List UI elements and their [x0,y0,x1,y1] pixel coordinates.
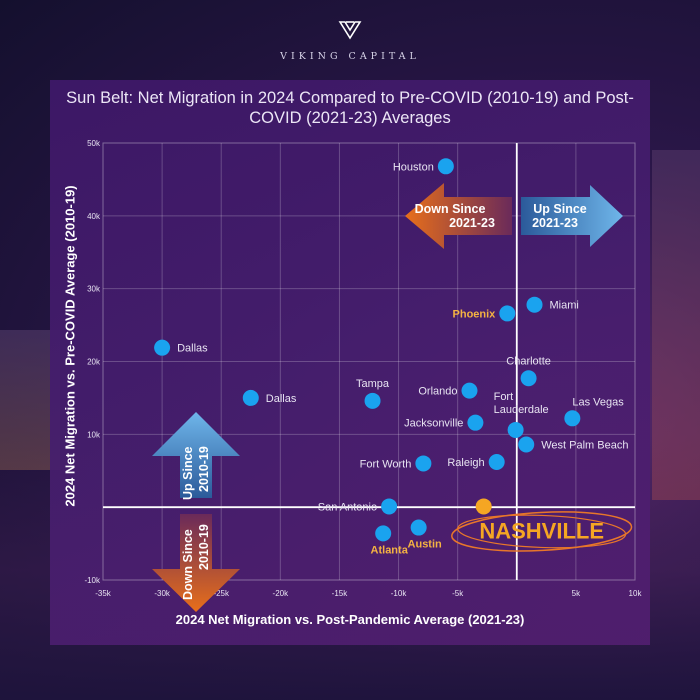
point-label: Tampa [356,378,390,390]
point-label: Orlando [418,386,457,398]
point-label: Houston [393,161,434,173]
point-label: Charlotte [506,355,551,367]
chart-title: Sun Belt: Net Migration in 2024 Compared… [66,89,634,127]
arrow-label: 2010-19 [197,524,211,570]
data-point [437,158,454,175]
point-label: Dallas [266,393,297,405]
y-tick-label: 30k [87,285,101,294]
x-tick-label: -30k [154,589,171,598]
data-point [461,382,478,399]
point-label: Miami [550,300,579,312]
plot-frame [102,142,636,581]
x-tick-label: -10k [391,589,408,598]
arrow-down-since-2021-23 [405,183,512,249]
arrow-label: Down Since [415,202,486,216]
arrow-label: Up Since [181,446,195,500]
viking-capital-logo [338,21,362,40]
point-label: San Antonio [318,501,377,513]
data-point [242,389,259,406]
arrow-label: Down Since [181,529,195,600]
data-point [526,296,543,313]
data-point [499,305,516,322]
x-axis-label: 2024 Net Migration vs. Post-Pandemic Ave… [175,612,525,627]
y-axis-label: 2024 Net Migration vs. Pre-COVID Average… [62,185,78,507]
arrow-up-since-2021-23 [521,185,623,247]
data-point [364,392,381,409]
data-point [381,498,398,515]
x-tick-label: -15k [332,589,349,598]
data-point [488,454,505,471]
y-tick-label: 20k [87,358,101,367]
arrow-label: 2010-19 [197,446,211,492]
highlight-scribble [451,511,633,552]
brand-header: VIKING CAPITAL [0,20,700,62]
x-tick-label: 5k [572,589,581,598]
point-label: Jacksonville [404,418,463,430]
x-tick-label: -35k [95,589,112,598]
arrow-label: Up Since [533,202,587,216]
data-point [415,455,432,472]
y-tick-label: 10k [87,430,101,439]
point-label: Austin [408,539,443,551]
x-tick-label: -20k [273,589,290,598]
point-label: Dallas [177,343,208,355]
x-tick-label: -25k [213,589,230,598]
arrow-label: 2021-23 [532,216,578,230]
point-label: Fort Worth [360,458,412,470]
point-label: Atlanta [371,544,409,556]
highlight-scribble [457,514,627,549]
data-point [507,421,524,438]
x-tick-label: -5k [452,589,464,598]
arrow-up-since-2010-19 [152,412,240,498]
brand-name: VIKING CAPITAL [280,51,420,62]
arrow-down-since-2010-19 [152,514,240,612]
point-label: Las Vegas [572,396,624,408]
point-label: West Palm Beach [541,440,628,452]
chart-panel [50,80,650,645]
arrow-label: 2021-23 [449,216,495,230]
data-point [154,339,171,356]
point-label-highlight: NASHVILLE [479,518,604,543]
point-label: Phoenix [453,308,497,320]
x-tick-label: 10k [629,589,643,598]
background-city-right [652,150,700,500]
y-tick-label: 40k [87,212,101,221]
data-point [375,525,392,542]
data-point [564,410,581,427]
y-tick-label: 50k [87,139,101,148]
data-point [410,519,427,536]
point-label: Fort [494,391,514,403]
y-tick-label: -10k [84,576,101,585]
data-point [467,414,484,431]
point-label: Raleigh [447,457,484,469]
data-point [475,498,492,515]
point-label: Lauderdale [494,404,549,416]
data-point [520,370,537,387]
data-point [518,436,535,453]
